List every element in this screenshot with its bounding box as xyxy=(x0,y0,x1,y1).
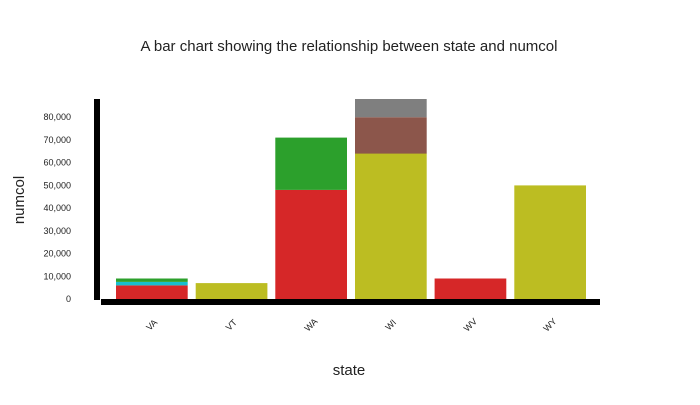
x-tick-label-vt: VT xyxy=(224,317,240,333)
x-axis-ticks: VA VT WA WI WV WY xyxy=(144,316,559,333)
y-tick-label: 50,000 xyxy=(43,180,71,190)
bar-wa-segment-2[interactable] xyxy=(275,137,347,190)
y-tick-label: 80,000 xyxy=(43,112,71,122)
bar-wi-segment-5[interactable] xyxy=(355,97,427,118)
x-axis-label: state xyxy=(333,362,366,379)
bar-wv-segment-0[interactable] xyxy=(434,278,507,300)
bar-wi-segment-3[interactable] xyxy=(355,153,427,300)
bar-wa-segment-0[interactable] xyxy=(275,189,347,299)
y-tick-label: 20,000 xyxy=(43,249,71,259)
y-tick-label: 40,000 xyxy=(43,203,71,213)
y-tick-label: 60,000 xyxy=(43,158,71,168)
y-axis-ticks: 0 10,000 20,000 30,000 40,000 50,000 60,000 70,… xyxy=(43,112,71,304)
x-tick-label-wv: WV xyxy=(462,316,479,333)
bar-wy-segment-3[interactable] xyxy=(514,185,586,299)
x-tick-label-wa: WA xyxy=(302,316,319,333)
y-tick-label: 10,000 xyxy=(43,271,71,281)
y-tick-label: 70,000 xyxy=(43,135,71,145)
bars-group xyxy=(116,97,586,300)
x-tick-label-wy: WY xyxy=(541,316,558,333)
chart-title: A bar chart showing the relationship bet… xyxy=(141,38,558,55)
x-tick-label-va: VA xyxy=(144,317,159,332)
bar-va-segment-0[interactable] xyxy=(116,285,188,299)
x-tick-label-wi: WI xyxy=(383,317,398,332)
y-tick-label: 30,000 xyxy=(43,226,71,236)
y-tick-label: 0 xyxy=(66,294,71,304)
bar-wi-segment-4[interactable] xyxy=(355,117,427,154)
bar-vt-segment-3[interactable] xyxy=(195,283,268,299)
bar-va-segment-2[interactable] xyxy=(116,278,188,282)
y-axis-label: numcol xyxy=(11,176,28,224)
bar-va-segment-1[interactable] xyxy=(116,282,188,286)
